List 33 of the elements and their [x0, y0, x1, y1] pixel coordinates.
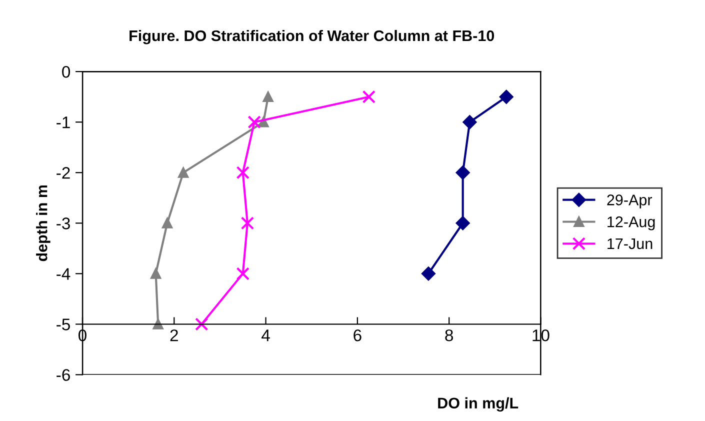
point	[422, 266, 436, 281]
point	[499, 90, 514, 104]
y-tick-label: 0	[62, 66, 70, 78]
point	[362, 90, 376, 104]
point	[462, 115, 477, 130]
point	[262, 92, 274, 102]
point	[456, 166, 470, 180]
y-tick-label: -5	[56, 318, 70, 330]
legend-label: 29-Apr	[607, 194, 652, 208]
legend-label: 12-Aug	[608, 216, 655, 230]
point	[178, 167, 189, 178]
y-tick-label: -4	[56, 268, 70, 280]
x-tick-label: 2	[170, 329, 178, 342]
point	[152, 318, 164, 330]
y-tick-label: -6	[56, 369, 70, 381]
point	[248, 115, 261, 129]
point	[150, 268, 162, 279]
y-tick-label: -3	[56, 218, 70, 230]
point	[456, 216, 470, 230]
x-axis-title: DO in mg/L	[438, 397, 518, 412]
y-axis-title: depth in m	[36, 185, 50, 262]
x-tick-label: 4	[262, 330, 270, 342]
point	[236, 267, 250, 280]
point	[236, 166, 250, 180]
y-tick-label: -2	[56, 167, 70, 179]
x-tick-label: 8	[445, 329, 453, 342]
point	[195, 318, 208, 331]
chart-title: Figure. DO Stratification of Water Column at FB-10	[130, 30, 494, 44]
point	[240, 216, 254, 230]
x-tick-label: 6	[354, 329, 362, 342]
y-tick-label: -1	[56, 116, 70, 128]
point	[162, 218, 172, 228]
legend-label: 17-Jun	[608, 238, 652, 250]
